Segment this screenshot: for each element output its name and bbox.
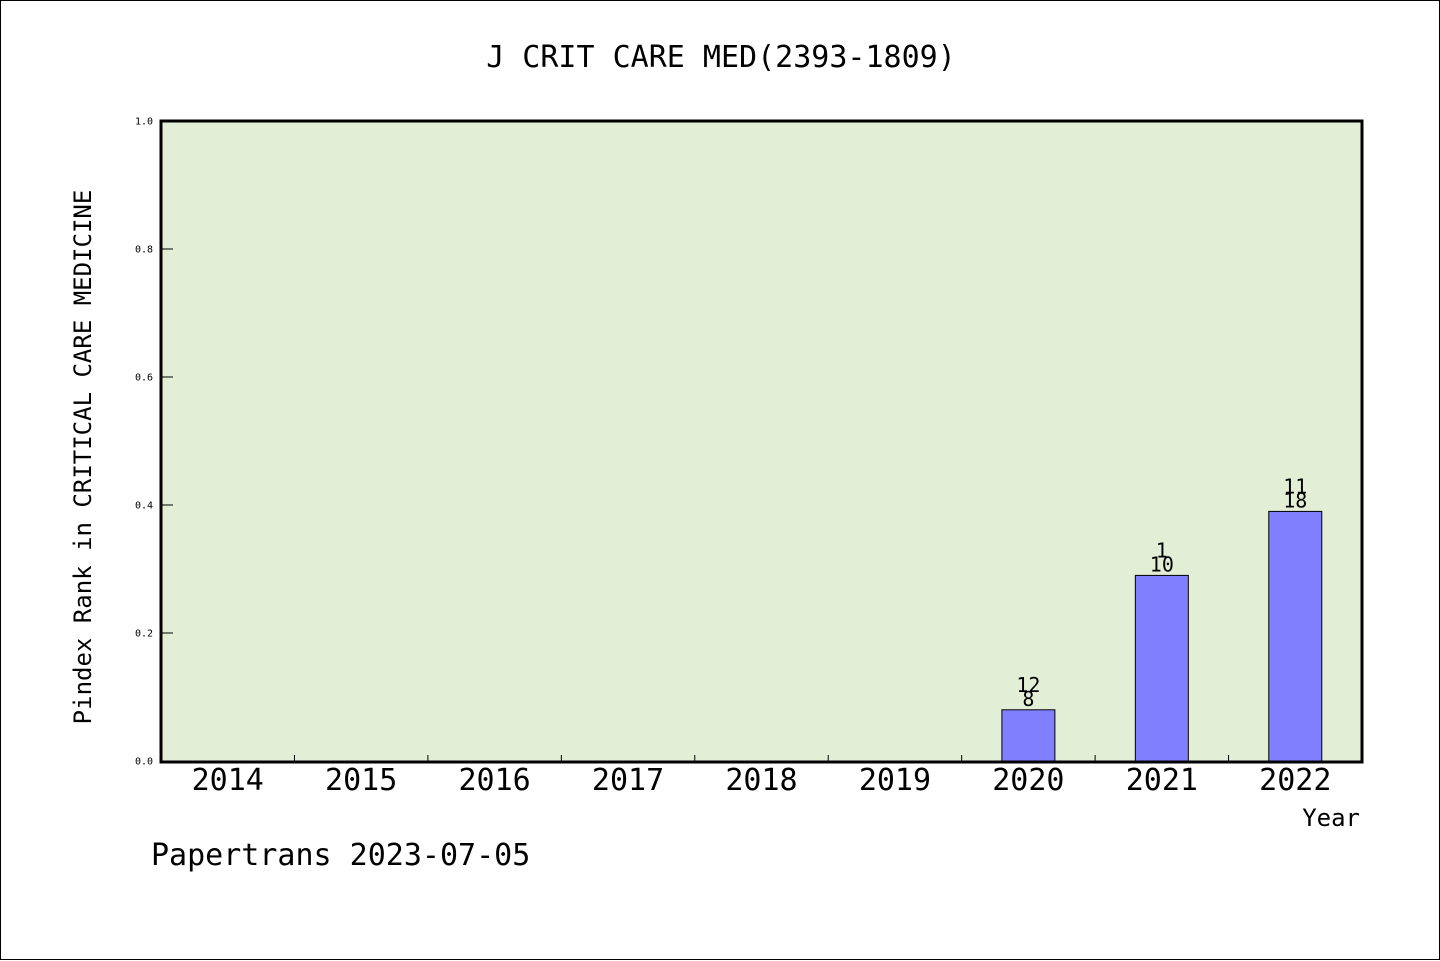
y-tick-label: 0.4	[135, 501, 153, 512]
x-tick-label: 2017	[592, 763, 664, 798]
y-tick-label: 0.8	[135, 245, 153, 256]
x-tick-label: 2015	[325, 763, 397, 798]
bar-label-top: 12	[1016, 673, 1040, 697]
x-tick-label: 2019	[859, 763, 931, 798]
x-tick-label: 2016	[458, 763, 530, 798]
y-axis: 0.0 0.2 0.4 0.6 0.8 1.0	[135, 117, 173, 768]
y-tick-label: 0.2	[135, 629, 153, 640]
footer-text: Papertrans 2023-07-05	[151, 838, 530, 873]
x-tick-label: 2018	[725, 763, 797, 798]
x-tick-label: 2022	[1259, 763, 1331, 798]
bar-label-bottom: 8	[1022, 687, 1034, 711]
bar-label-bottom: 10	[1150, 552, 1174, 576]
bar-label-top: 11	[1283, 474, 1307, 498]
x-axis-label: Year	[1302, 804, 1360, 832]
x-tick-label: 2014	[192, 763, 264, 798]
y-tick-label: 1.0	[135, 117, 153, 128]
bar	[1268, 510, 1323, 762]
bar	[1001, 709, 1056, 762]
x-tick-label: 2020	[992, 763, 1064, 798]
y-tick-label: 0.6	[135, 373, 153, 384]
bar-label-bottom: 18	[1283, 488, 1307, 512]
chart-title: J CRIT CARE MED(2393-1809)	[486, 40, 956, 75]
y-axis-label: Pindex Rank in CRITICAL CARE MEDICINE	[69, 190, 97, 725]
x-axis: 2014 2015 2016 2017 2018 2019 2020 2021 2022	[192, 755, 1331, 798]
y-tick-label: 0.0	[135, 757, 153, 768]
x-tick-label: 2021	[1126, 763, 1198, 798]
bar-label-top: 1	[1156, 538, 1168, 562]
bar	[1134, 574, 1189, 762]
